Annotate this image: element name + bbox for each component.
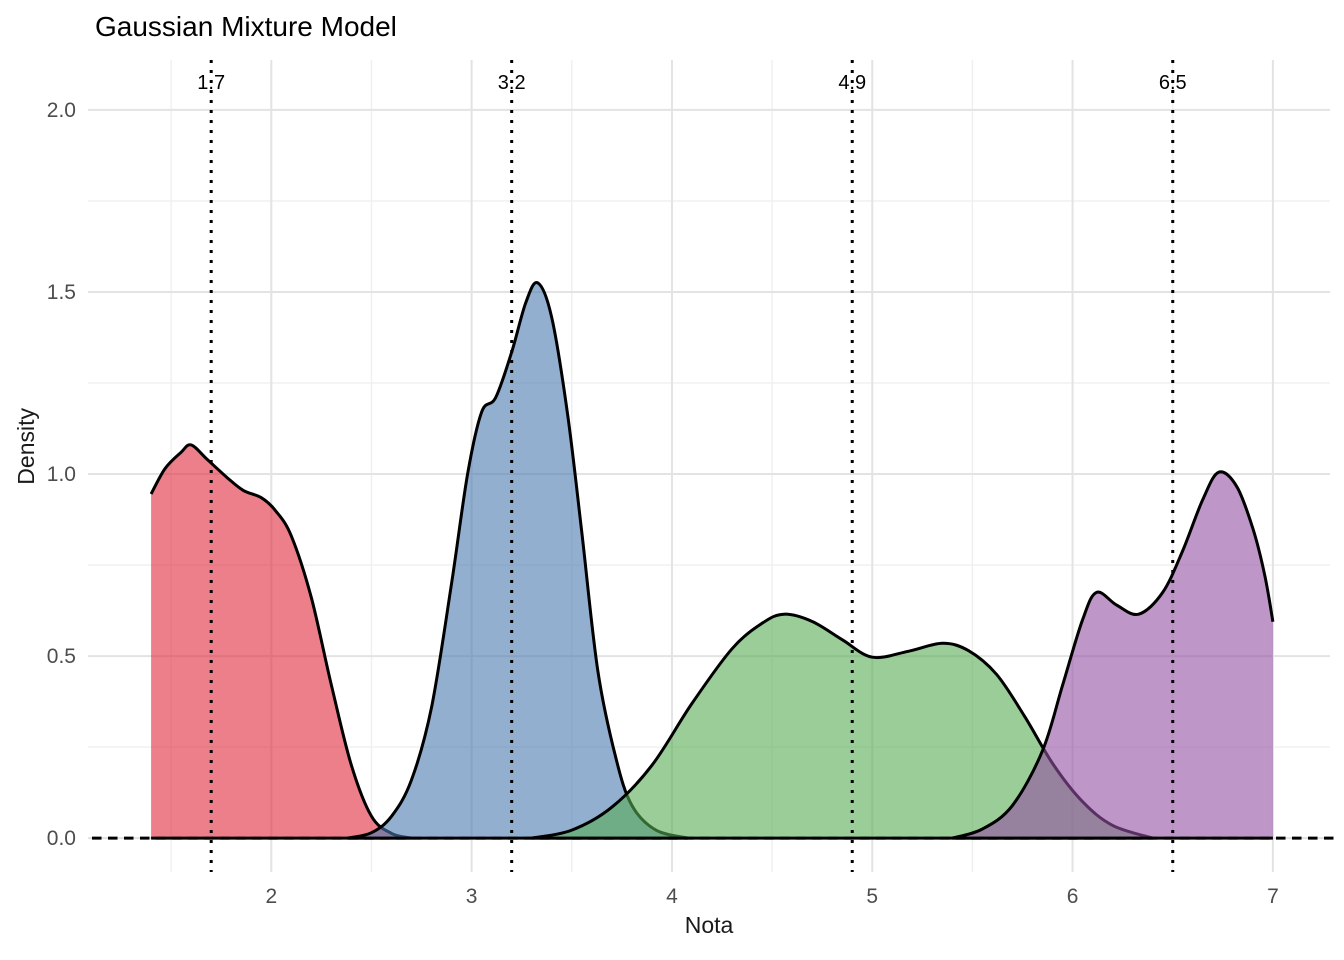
y-tick-label: 1.0 bbox=[47, 463, 76, 486]
density-outline-component-2-blue bbox=[347, 280, 690, 840]
density-fill-component-3-green bbox=[531, 614, 1153, 839]
density-fill-component-4-purple bbox=[952, 471, 1273, 839]
density-outline-component-4-purple bbox=[950, 470, 1275, 840]
x-tick-label: 3 bbox=[466, 885, 478, 908]
y-tick-label: 1.5 bbox=[47, 281, 76, 304]
chart-title: Gaussian Mixture Model bbox=[95, 11, 397, 42]
density-outline-component-1-red bbox=[149, 443, 413, 840]
y-tick-label: 2.0 bbox=[47, 99, 76, 122]
y-tick-label: 0.5 bbox=[47, 645, 76, 668]
x-tick-label: 6 bbox=[1067, 885, 1079, 908]
x-axis-title: Nota bbox=[684, 912, 734, 938]
density-fill-component-2-blue bbox=[347, 282, 688, 839]
x-tick-label: 4 bbox=[666, 885, 678, 908]
density-fill-component-1-red bbox=[151, 444, 412, 839]
x-tick-label: 7 bbox=[1267, 885, 1279, 908]
mean-label-6.5: 6.5 bbox=[1159, 72, 1187, 94]
y-axis-title: Density bbox=[13, 408, 39, 485]
x-tick-label: 5 bbox=[866, 885, 878, 908]
mean-label-4.9: 4.9 bbox=[838, 72, 866, 94]
mean-label-1.7: 1.7 bbox=[197, 72, 225, 94]
y-tick-label: 0.0 bbox=[47, 827, 76, 850]
mean-label-3.2: 3.2 bbox=[498, 72, 526, 94]
x-tick-label: 2 bbox=[265, 885, 277, 908]
